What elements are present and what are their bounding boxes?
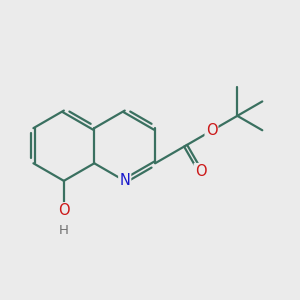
Text: H: H	[59, 224, 69, 236]
Text: O: O	[206, 123, 217, 138]
Text: O: O	[58, 203, 70, 218]
Text: O: O	[195, 164, 206, 179]
Text: N: N	[119, 173, 130, 188]
